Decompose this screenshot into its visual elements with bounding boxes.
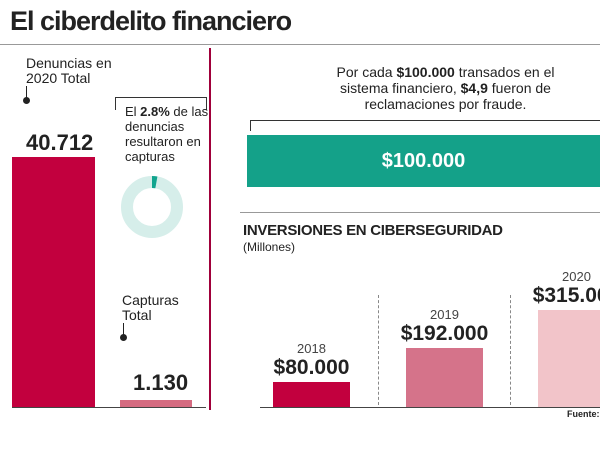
annotation-text: de las denuncias resultaron en capturas xyxy=(125,104,209,164)
baseline xyxy=(12,407,206,408)
bracket xyxy=(115,97,207,110)
note-text: $4,9 xyxy=(460,80,488,96)
note-text: $100.000 xyxy=(396,64,455,80)
rule xyxy=(0,44,600,45)
value-label: $100.000 xyxy=(381,150,466,172)
value-label: 40.712 xyxy=(26,130,94,155)
divider xyxy=(209,48,211,410)
category-label: Capturas Total xyxy=(122,292,179,323)
chart-subtitle: (Millones) xyxy=(243,240,296,254)
bar xyxy=(12,157,95,407)
chart-title: INVERSIONES EN CIBERSEGURIDAD xyxy=(243,222,503,239)
separator xyxy=(378,295,379,405)
pin xyxy=(26,86,27,100)
bar xyxy=(120,400,192,407)
source: Fuente: xyxy=(567,409,600,419)
value-label: $315.000 xyxy=(532,284,600,307)
note: Por cada $100.000 transados en el sistem… xyxy=(318,64,573,112)
baseline xyxy=(260,407,600,408)
note-text: Por cada xyxy=(336,64,397,80)
value-label: 1.130 xyxy=(133,370,189,395)
category-label: 2018 xyxy=(297,341,326,357)
annotation-text: El xyxy=(125,104,141,119)
bar xyxy=(406,347,483,407)
separator xyxy=(510,295,511,405)
title: El ciberdelito financiero xyxy=(10,6,292,36)
value-label: 2.8% xyxy=(140,104,170,119)
category-label: 2020 xyxy=(562,269,591,284)
bar xyxy=(273,382,350,407)
bracket xyxy=(250,120,600,131)
category-label: 2019 xyxy=(430,306,459,322)
donut xyxy=(121,176,183,238)
value-label: $80.000 xyxy=(273,356,350,380)
value-label: $192.000 xyxy=(400,321,489,345)
note-text: transados en el sistema financiero, xyxy=(340,64,555,96)
note-text: fueron de reclamaciones por fraude. xyxy=(364,80,551,112)
category-label: Denuncias en 2020 Total xyxy=(26,55,112,86)
pin xyxy=(123,323,124,337)
annotation: El 2.8% de las denuncias resultaron en c… xyxy=(125,104,210,164)
pin-dot xyxy=(23,97,30,104)
rule xyxy=(240,212,600,213)
bar xyxy=(247,135,600,187)
pin-dot xyxy=(120,334,127,341)
donut-track xyxy=(121,176,183,238)
bar xyxy=(538,310,600,407)
